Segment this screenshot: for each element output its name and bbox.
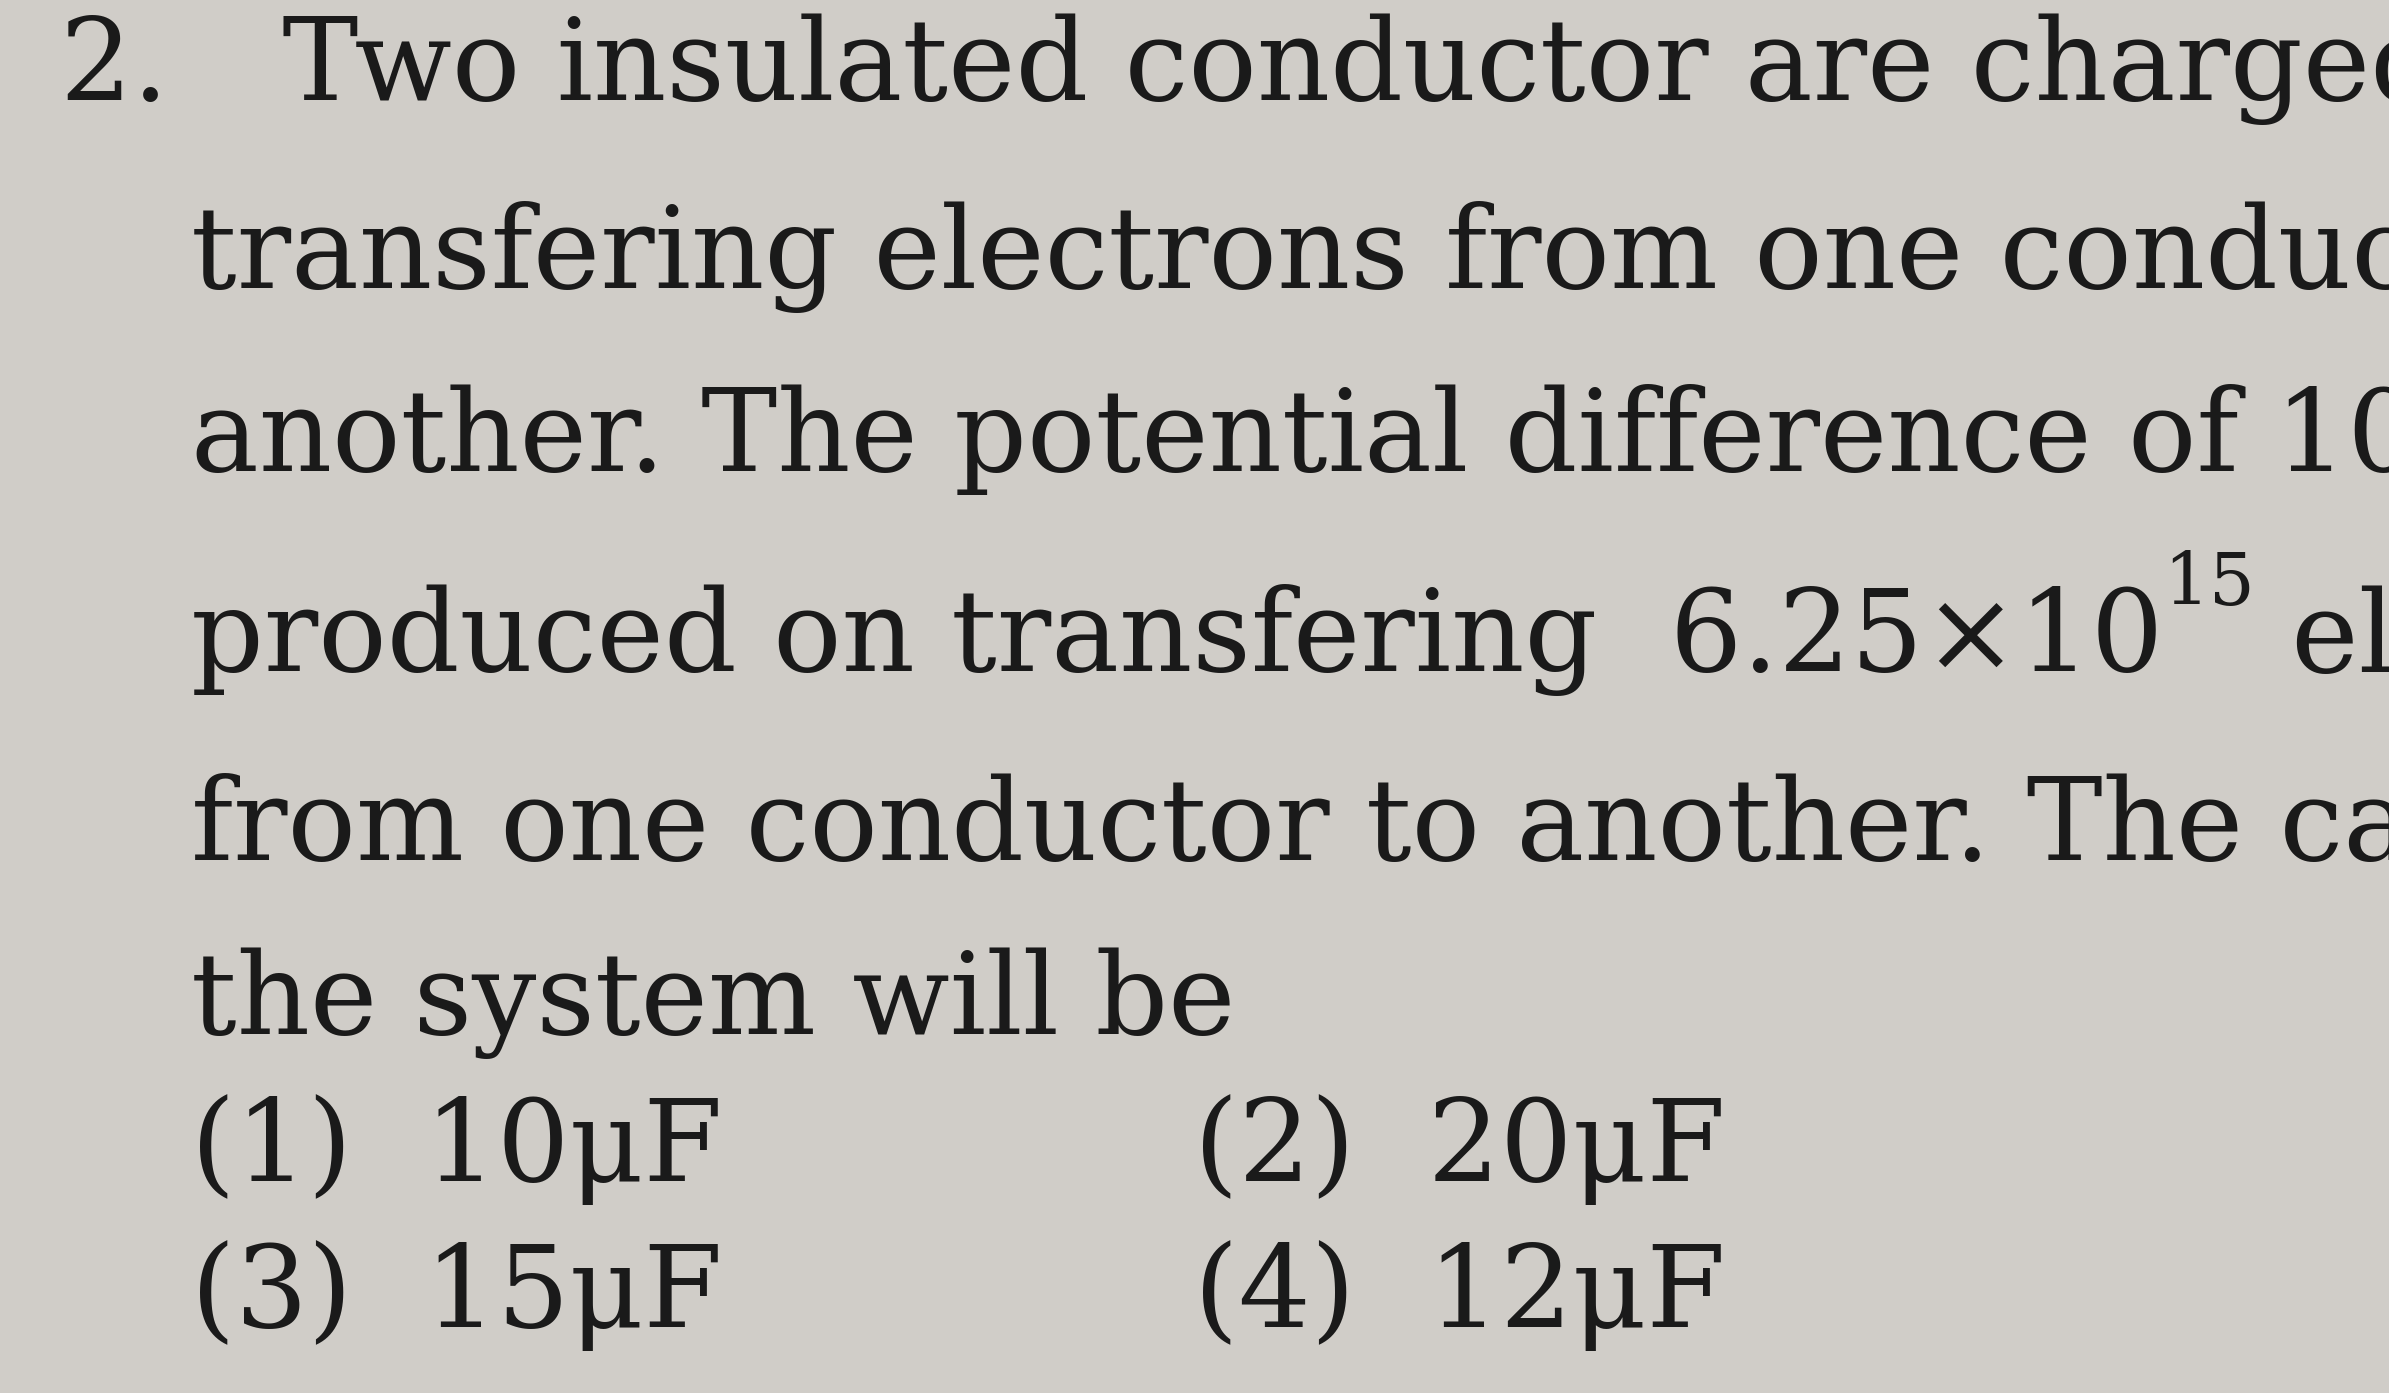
Text: another. The potential difference of 100V was: another. The potential difference of 100… <box>191 383 2389 495</box>
Text: electrons: electrons <box>2255 586 2389 696</box>
Text: transfering electrons from one conductor to: transfering electrons from one conductor… <box>191 202 2389 313</box>
Text: from one conductor to another. The capacity of: from one conductor to another. The capac… <box>191 773 2389 885</box>
Text: (2)  20μF: (2) 20μF <box>1194 1094 1725 1205</box>
Text: the system will be: the system will be <box>191 947 1235 1059</box>
Text: (1)  10μF: (1) 10μF <box>191 1094 721 1205</box>
Text: 15: 15 <box>2164 549 2255 620</box>
Text: produced on transfering  6.25×10: produced on transfering 6.25×10 <box>191 585 2164 696</box>
Text: (3)  15μF: (3) 15μF <box>191 1240 721 1351</box>
Text: 2. Two insulated conductor are charged by: 2. Two insulated conductor are charged b… <box>60 14 2389 125</box>
Text: (4)  12μF: (4) 12μF <box>1194 1240 1725 1351</box>
